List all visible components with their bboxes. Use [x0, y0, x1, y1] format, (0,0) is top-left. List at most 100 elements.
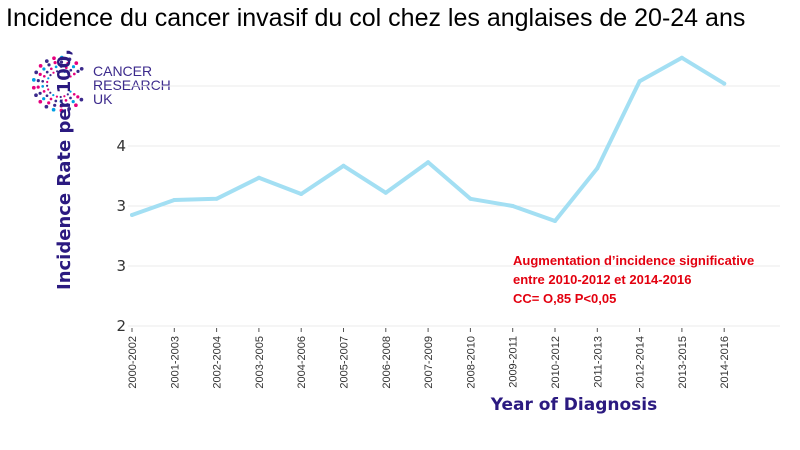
logo-dot [59, 100, 63, 103]
logo-dot [54, 99, 58, 103]
logo-dot [72, 72, 76, 76]
logo-dot [69, 75, 72, 78]
series-line [130, 55, 727, 223]
logo-dot [72, 92, 76, 96]
logo-dot [52, 71, 55, 74]
logo-dot [67, 107, 71, 111]
logo-dot [52, 56, 56, 61]
logo-dot [41, 79, 45, 83]
x-axis-ticks: 2000-2002 2001-2003 2002-2004 2003-2005 2004… [127, 328, 731, 389]
logo-dot [38, 64, 43, 68]
x-axis-label: Year of Diagnosis [490, 395, 657, 415]
logo-dot [67, 57, 72, 62]
logo-dot [55, 95, 59, 98]
logo-dot [52, 94, 55, 97]
cancer-research-uk-logo: CANCER RESEARCH UK [31, 55, 171, 113]
logo-dot [31, 78, 36, 82]
y-tick-label: 3 [116, 197, 126, 215]
logo-dot [71, 100, 75, 104]
significance-annotation: Augmentation d’incidence significative e… [513, 251, 754, 308]
logo-dot [79, 97, 84, 102]
logo-dot [34, 93, 38, 98]
logo-dot [41, 85, 45, 88]
x-tick-label: 2006-2008 [381, 336, 393, 389]
y-axis-label: Incidence Rate per 100, [54, 49, 75, 290]
logo-dot [66, 61, 70, 66]
data-point [595, 166, 600, 171]
logo-dot [63, 70, 66, 73]
slide-title: Incidence du cancer invasif du col chez … [6, 4, 746, 32]
logo-line-1: CANCER [93, 63, 152, 79]
x-tick-label: 2011-2013 [592, 336, 604, 388]
data-point [426, 160, 431, 165]
logo-dot [47, 77, 50, 80]
logo-dot [34, 70, 39, 75]
logo-dot [54, 65, 58, 69]
logo-dot [65, 103, 70, 107]
data-point [722, 81, 727, 86]
x-tick-label: 2010-2012 [550, 336, 562, 389]
logo-dot [42, 67, 46, 71]
logo-dot [59, 69, 63, 73]
logo-dot [74, 61, 79, 65]
logo-dot [46, 84, 49, 87]
x-tick-label: 2001-2003 [169, 336, 181, 389]
logo-dot [49, 67, 53, 71]
series [130, 55, 727, 223]
logo-dot [59, 55, 64, 60]
x-tick-label: 2005-2007 [339, 336, 351, 389]
data-point [214, 196, 219, 201]
x-tick-label: 2009-2011 [508, 336, 520, 388]
y-tick-label: 4 [116, 137, 126, 155]
logo-dot [53, 61, 57, 65]
data-point [510, 204, 515, 208]
logo-dot [59, 104, 63, 108]
logo-dot [74, 103, 78, 108]
logo-dot [69, 90, 72, 93]
x-tick-label: 2003-2005 [254, 336, 266, 389]
logo-dot [46, 80, 49, 84]
x-tick-label: 2013-2015 [677, 336, 689, 389]
x-tick-label: 2002-2004 [212, 336, 224, 389]
logo-dot [69, 96, 72, 100]
logo-dot [38, 72, 42, 76]
data-point [468, 196, 473, 201]
gridlines [128, 85, 780, 327]
annotation-line-3: CC= O,85 P<0,05 [513, 291, 617, 306]
logo-line-2: RESEARCH [93, 77, 171, 93]
logo-dot [47, 101, 51, 105]
logo-dot [59, 108, 64, 113]
logo-dot [42, 90, 46, 93]
logo-dot [38, 91, 42, 95]
logo-dot [71, 65, 76, 69]
data-point [637, 79, 642, 84]
logo-line-3: UK [93, 91, 113, 107]
logo-dot [59, 95, 62, 99]
x-tick-label: 2007-2009 [423, 336, 435, 389]
logo-dot [42, 97, 46, 101]
logo-dot [79, 66, 84, 71]
logo-dot [45, 70, 49, 74]
logo-dot [63, 95, 66, 98]
logo-dot [47, 88, 50, 91]
logo-dot [76, 69, 80, 73]
logo-dot [64, 66, 68, 70]
logo-dot [53, 103, 57, 107]
data-point [679, 55, 684, 60]
logo-dots-icon [31, 55, 84, 113]
data-point [553, 219, 557, 223]
logo-dot [76, 95, 80, 99]
logo-dot [36, 79, 40, 83]
logo-dot [64, 99, 68, 102]
data-point [383, 190, 388, 195]
logo-dot [49, 91, 52, 94]
logo-dot [49, 97, 53, 101]
annotation-line-1: Augmentation d’incidence significative [513, 253, 755, 268]
logo-dot [36, 85, 40, 89]
logo-dot [44, 104, 49, 109]
logo-dot [42, 74, 46, 78]
logo-dot [51, 107, 56, 112]
logo-dot [59, 60, 64, 64]
x-tick-label: 2004-2006 [296, 336, 308, 389]
y-tick-label: 2 [116, 317, 126, 335]
